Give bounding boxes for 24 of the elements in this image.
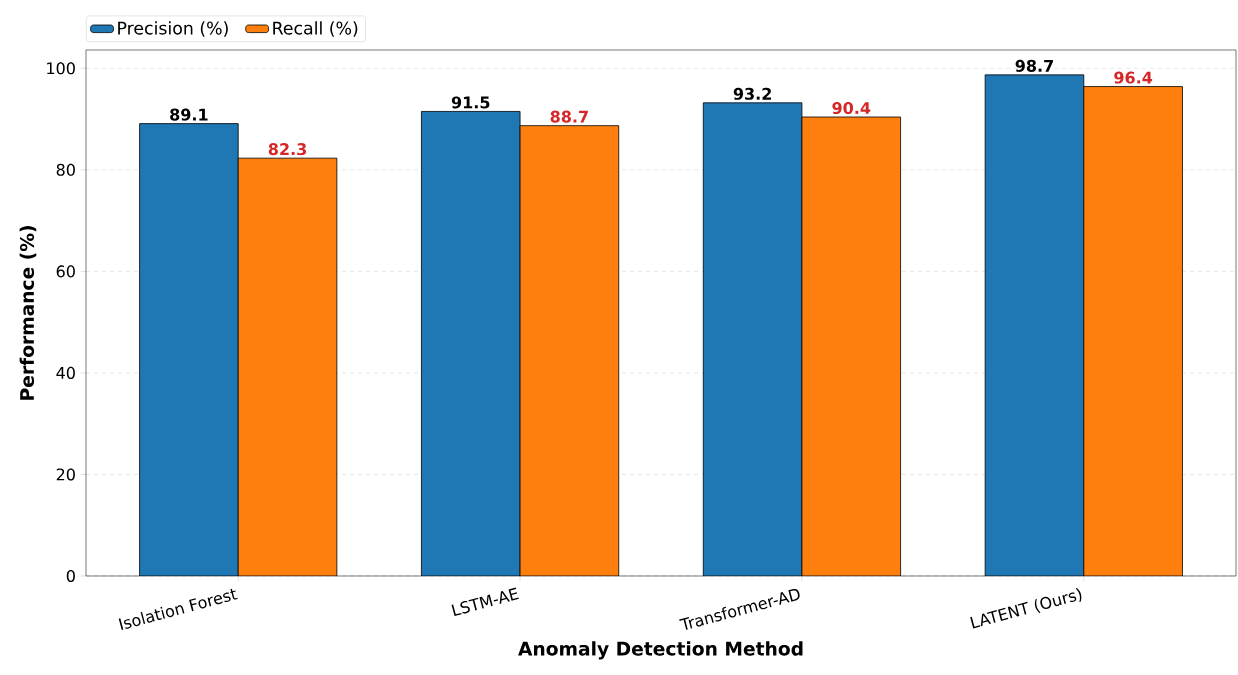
bar bbox=[702, 102, 803, 576]
data-label: 90.4 bbox=[832, 101, 871, 115]
data-label: 89.1 bbox=[170, 108, 208, 121]
y-tick-label: 80 bbox=[56, 163, 75, 176]
legend-label: Recall (%) bbox=[273, 21, 358, 37]
data-label: 96.4 bbox=[1114, 71, 1153, 84]
y-tick-label: 100 bbox=[47, 62, 75, 75]
x-axis-title: Anomaly Detection Method bbox=[518, 641, 803, 660]
data-label: 88.7 bbox=[550, 110, 588, 123]
y-tick-label: 0 bbox=[66, 569, 75, 583]
data-label: 82.3 bbox=[268, 143, 306, 156]
y-axis-title: Performance (%) bbox=[19, 226, 37, 400]
bar bbox=[139, 123, 239, 576]
bar bbox=[421, 111, 521, 576]
y-tick-label: 40 bbox=[56, 366, 75, 379]
data-label: 91.5 bbox=[451, 96, 490, 109]
legend-label: Precision (%) bbox=[118, 21, 228, 37]
y-tick-label: 20 bbox=[56, 468, 75, 481]
data-label: 98.7 bbox=[1015, 59, 1053, 72]
y-tick-label: 60 bbox=[56, 265, 75, 278]
bar bbox=[984, 74, 1085, 576]
x-tick-label: Isolation Forest bbox=[118, 588, 238, 631]
x-tick-label: LATENT (Ours) bbox=[970, 588, 1082, 629]
data-label: 93.2 bbox=[733, 87, 771, 100]
